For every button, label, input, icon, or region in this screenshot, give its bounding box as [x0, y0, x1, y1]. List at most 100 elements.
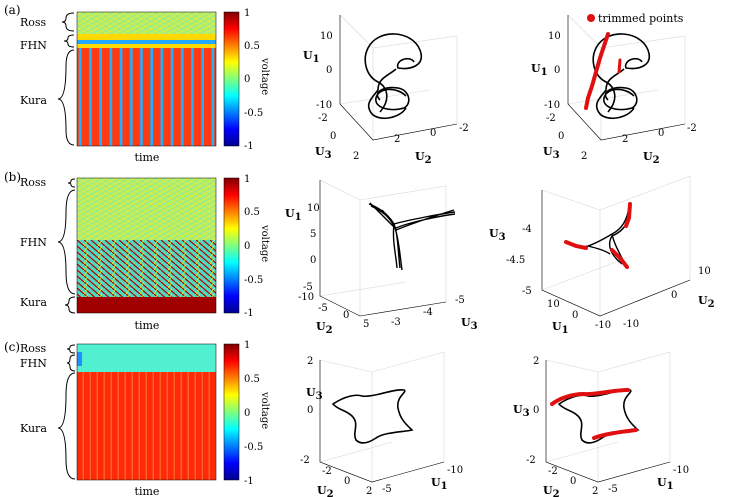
heatmap-a	[76, 11, 217, 147]
axis-label-b: U2	[698, 294, 715, 310]
group-label-ross: Ross	[20, 176, 47, 189]
a-tick: 10	[547, 299, 560, 310]
heatmap-frame	[76, 11, 217, 147]
trajectory	[368, 202, 456, 271]
axis-lines	[545, 360, 671, 483]
axis-label-b: U1	[657, 476, 674, 492]
panel-label: (a)	[4, 3, 21, 17]
plot3d-c2: 2 0 -2 -2 0 2 -5 -10 U3 U2 U1	[513, 351, 689, 497]
group-label-kura: Kura	[20, 94, 47, 107]
heatmap-kura-band	[77, 48, 216, 146]
axis-label-a: U2	[543, 484, 560, 497]
colorbar-tick: -0.5	[244, 275, 263, 286]
colorbar-c: 1 0.5 0 -0.5 -1 voltage	[223, 340, 270, 487]
grid-box	[545, 351, 671, 483]
b-tick: -3	[391, 317, 401, 328]
axis-label-b: U2	[643, 150, 660, 166]
z-tick: 0	[554, 65, 560, 76]
colorbar-tick: 0.5	[244, 41, 260, 52]
z-tick: -2	[300, 455, 310, 466]
axis-label-z: U1	[285, 207, 302, 223]
axis-label-z: U1	[531, 62, 548, 78]
z-tick: -10	[298, 292, 314, 303]
group-label-fhn: FHN	[20, 357, 47, 370]
colorbar-tick: -1	[244, 476, 254, 487]
brace-fhn	[63, 34, 75, 48]
b-tick: -5	[608, 484, 618, 495]
trimmed-segment	[610, 248, 629, 269]
axis-label-z: U3	[489, 227, 506, 243]
b-tick: -10	[623, 319, 639, 330]
z-tick: 0	[326, 65, 332, 76]
b-tick: 2	[394, 134, 400, 145]
brace-ross	[61, 12, 75, 32]
colorbar-label: voltage	[259, 57, 270, 95]
plot3d-c1: 2 0 -2 -2 0 2 -5 -10 U3 U2 U1	[300, 351, 463, 497]
heatmap-xlabel: time	[135, 319, 160, 332]
trimmed-segment	[617, 58, 622, 74]
axis-lines	[319, 180, 447, 317]
a-tick: -10	[595, 320, 611, 331]
b-tick: -10	[673, 465, 689, 476]
brace-fhn	[57, 189, 76, 295]
z-tick: 5	[310, 229, 316, 240]
brace-fhn	[66, 354, 76, 372]
trimmed-segment	[550, 388, 630, 406]
colorbar-tick: 1	[244, 8, 250, 19]
group-label-ross: Ross	[20, 16, 47, 29]
a-tick: -2	[322, 466, 332, 477]
group-label-ross: Ross	[20, 342, 47, 355]
colorbar-tick: 0	[244, 241, 250, 252]
trimmed-segment	[564, 240, 588, 250]
colorbar-tick: 0.5	[244, 207, 260, 218]
a-tick: -2	[548, 466, 558, 477]
colorbar-label: voltage	[259, 224, 270, 262]
colorbar	[223, 177, 240, 314]
z-tick: -10	[544, 100, 560, 111]
z-tick: 0	[310, 255, 316, 266]
z-tick: -10	[316, 100, 332, 111]
trimmed-segment	[592, 428, 638, 440]
axis-label-z: U3	[306, 386, 323, 402]
grid-box	[319, 179, 447, 317]
colorbar-tick: -0.5	[244, 108, 263, 119]
z-tick: -4.5	[506, 255, 525, 266]
legend-label: trimmed points	[598, 12, 684, 25]
heatmap-ross-fhn-band	[77, 178, 216, 240]
heatmap-fhn-band-2	[77, 40, 216, 44]
brace-kura	[57, 49, 75, 146]
panel-label: (b)	[4, 170, 21, 184]
colorbar	[223, 11, 240, 147]
heatmap-fhn-band	[77, 240, 216, 297]
colorbar-label: voltage	[259, 391, 270, 429]
row-b: (b) Ross FHN Kura time 1 0.5 0 -0.5 -1 v…	[4, 170, 715, 336]
z-tick: 2	[533, 356, 539, 367]
axis-label-a: U2	[317, 484, 334, 497]
colorbar-tick: 1	[244, 340, 250, 351]
brace-ross	[66, 344, 76, 354]
b-tick: -10	[447, 465, 463, 476]
a-tick: 5	[363, 319, 369, 330]
b-tick: -2	[459, 123, 469, 134]
z-tick: -4	[522, 224, 532, 235]
a-tick: 0	[343, 310, 349, 321]
heatmap-ross-fhn-band	[77, 344, 216, 372]
z-tick: 0	[307, 405, 313, 416]
b-tick: -5	[455, 295, 465, 306]
trajectory	[364, 33, 423, 120]
plot3d-b1: 10 5 0 -5 -10 -5 0 5 -3 -4 -5 U1 U2 U3	[285, 179, 478, 336]
heatmap-c	[76, 343, 217, 481]
b-tick: 0	[671, 290, 677, 301]
brace-ross	[67, 178, 76, 188]
b-tick: 10	[698, 266, 711, 277]
heatmap-xlabel: time	[135, 485, 160, 497]
colorbar-b: 1 0.5 0 -0.5 -1 voltage	[223, 174, 270, 319]
a-tick: 0	[570, 476, 576, 487]
axis-label-a: U3	[315, 145, 332, 161]
b-tick: -4	[423, 307, 433, 318]
group-label-kura: Kura	[20, 296, 47, 309]
trimmed-segment	[624, 202, 632, 228]
z-tick: 2	[307, 356, 313, 367]
a-tick: 2	[366, 486, 372, 497]
colorbar-a: 1 0.5 0 -0.5 -1 voltage	[223, 8, 270, 152]
